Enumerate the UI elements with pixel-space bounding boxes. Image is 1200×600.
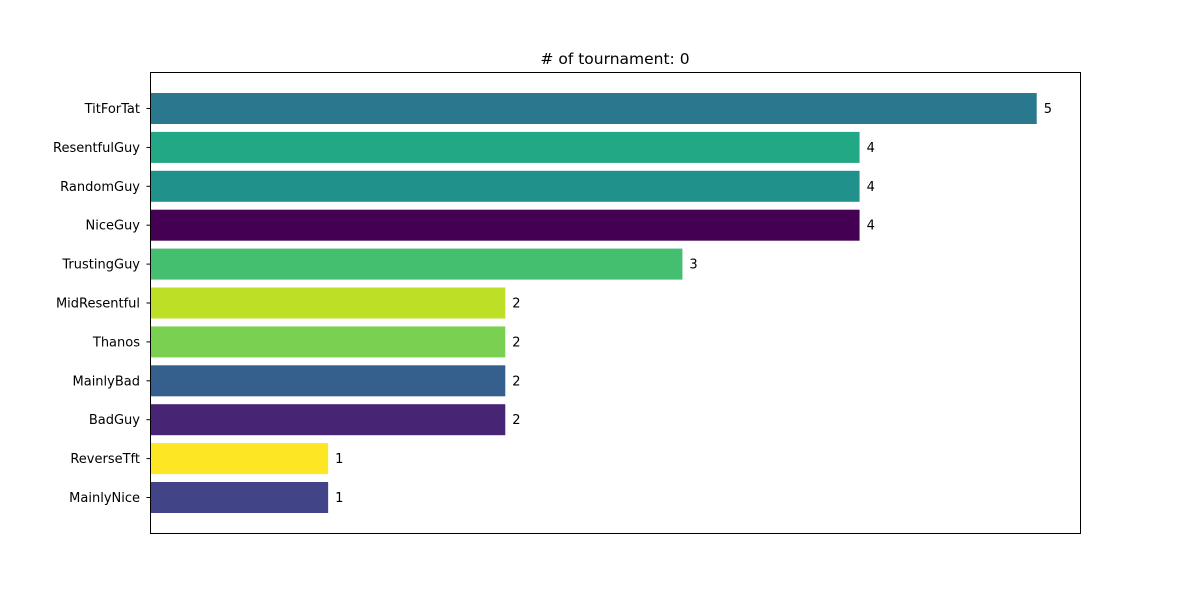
bar-randomguy <box>151 170 860 202</box>
y-tick-label: Thanos <box>92 335 140 350</box>
bar-niceguy <box>151 209 860 241</box>
data-label: 5 <box>1044 102 1052 117</box>
bar-thanos <box>151 326 506 358</box>
data-label: 1 <box>335 452 343 467</box>
data-label: 2 <box>512 335 520 350</box>
plot-area-frame <box>150 72 1081 534</box>
y-tick-label: RandomGuy <box>60 180 140 195</box>
y-axis-labels: TitForTat ResentfulGuy RandomGuy NiceGuy Tru… <box>53 102 151 506</box>
bar-midresentful <box>151 287 506 319</box>
bars-group <box>151 93 1037 513</box>
bar-resentfulguy <box>151 131 860 163</box>
bar-mainlynice <box>151 482 329 513</box>
y-tick-label: ResentfulGuy <box>53 141 140 156</box>
y-tick-label: BadGuy <box>89 413 140 428</box>
data-label: 4 <box>867 219 875 234</box>
bar-mainlybad <box>151 365 506 397</box>
bar-trustingguy <box>151 248 683 280</box>
y-tick-label: MidResentful <box>56 297 140 312</box>
y-tick-label: MainlyBad <box>73 374 140 389</box>
data-label: 2 <box>512 374 520 389</box>
value-labels: 5 4 4 4 3 2 2 2 2 1 1 <box>335 102 1052 506</box>
bar-reversetft <box>151 443 329 475</box>
data-label: 2 <box>512 297 520 312</box>
y-tick-label: MainlyNice <box>69 491 140 506</box>
y-tick-label: ReverseTft <box>70 452 140 467</box>
data-label: 2 <box>512 413 520 428</box>
bar-badguy <box>151 404 506 436</box>
y-tick-label: TitForTat <box>84 102 140 117</box>
data-label: 4 <box>867 141 875 156</box>
bar-titfortat <box>151 93 1037 124</box>
data-label: 4 <box>867 180 875 195</box>
data-label: 3 <box>689 258 697 273</box>
data-label: 1 <box>335 491 343 506</box>
y-tick-label: NiceGuy <box>86 219 141 234</box>
chart-title: # of tournament: 0 <box>540 50 689 68</box>
y-tick-label: TrustingGuy <box>61 258 140 273</box>
